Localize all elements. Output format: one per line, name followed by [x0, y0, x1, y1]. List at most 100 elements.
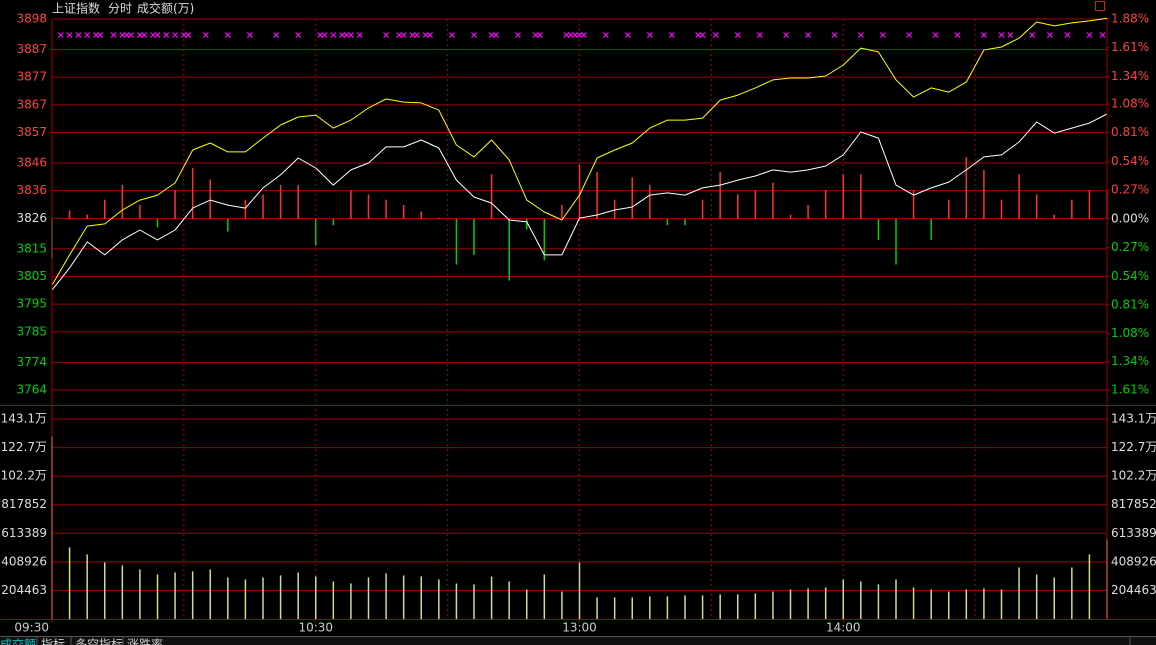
volume-bar: [244, 579, 247, 619]
indicator-bar: [895, 218, 897, 265]
indicator-bar: [719, 172, 721, 219]
signal-marker: [295, 32, 302, 38]
volume-bar: [948, 591, 950, 619]
volume-bar: [297, 572, 299, 619]
y-tick-label: 3795: [16, 297, 47, 311]
indicator-bar: [86, 214, 88, 219]
signal-marker: [400, 32, 407, 38]
signal-marker: [488, 32, 495, 38]
volume-bar: [1035, 574, 1038, 619]
signal-marker: [1099, 32, 1106, 38]
volume-bar: [139, 569, 141, 619]
price-line: [51, 17, 1108, 286]
x-tick-label: 10:30: [298, 621, 333, 635]
signal-marker: [409, 32, 416, 38]
signal-marker: [154, 32, 161, 38]
indicator-bar: [332, 218, 335, 226]
volume-bar: [543, 574, 546, 619]
indicator-bar: [244, 199, 247, 219]
indicator-bar: [490, 174, 493, 219]
indicator-bar: [772, 182, 774, 219]
y2-tick-label: 1.61%: [1111, 383, 1149, 397]
signal-marker: [1029, 32, 1036, 38]
volume-bar: [420, 576, 422, 619]
window-icon[interactable]: [1095, 1, 1105, 11]
signal-marker: [471, 32, 477, 38]
indicator-bar: [613, 199, 616, 219]
volume-bar: [1088, 554, 1091, 619]
volume-bar: [315, 576, 317, 619]
signal-marker: [734, 32, 741, 38]
indicator-bar: [473, 218, 475, 255]
volume-bar: [754, 593, 757, 619]
indicator-bar: [649, 184, 651, 219]
indicator-bar: [227, 218, 229, 232]
y-tick-label: 3846: [16, 155, 47, 169]
signal-marker: [136, 32, 143, 38]
volume-bar: [262, 577, 264, 619]
indicator-bar: [139, 205, 141, 219]
indicator-bar: [948, 199, 950, 219]
tab[interactable]: 成交额: [0, 637, 36, 645]
volume-bar: [455, 583, 458, 619]
signal-marker: [954, 32, 961, 38]
tab[interactable]: 多空指标: [75, 637, 123, 645]
volume-bar: [156, 574, 159, 619]
y2-tick-label: 143.1万: [1111, 412, 1156, 426]
y-tick-label: 408926: [1, 554, 47, 568]
volume-bar: [350, 583, 352, 619]
tab-bar: [0, 636, 1156, 645]
signal-marker: [383, 32, 390, 38]
signal-marker: [712, 32, 719, 38]
volume-bar: [1018, 567, 1020, 619]
signal-marker: [515, 32, 521, 38]
signal-marker: [624, 32, 631, 38]
volume-bar: [402, 575, 405, 619]
y2-tick-label: 408926: [1111, 554, 1156, 568]
indicator-bar: [402, 205, 405, 219]
tab[interactable]: 指标: [41, 637, 65, 645]
y-tick-label: 3857: [16, 125, 47, 139]
signal-marker: [321, 32, 328, 38]
volume-bar: [1000, 589, 1003, 619]
indicator-bar: [1053, 214, 1055, 219]
volume-bar: [438, 579, 440, 619]
y-tick-label: 3785: [16, 324, 47, 338]
y2-tick-label: 0.27%: [1111, 240, 1149, 254]
y-tick-label: 3805: [16, 269, 47, 283]
tab[interactable]: 涨跌率: [127, 637, 163, 645]
y-tick-label: 613389: [1, 526, 47, 540]
y-tick-label: 122.7万: [1, 440, 47, 454]
indicator-bar: [807, 205, 809, 219]
y2-tick-label: 1.08%: [1111, 97, 1149, 111]
volume-bar: [578, 562, 581, 619]
y2-tick-label: 0.54%: [1111, 154, 1149, 168]
signal-marker: [246, 32, 253, 38]
volume-bar: [772, 591, 774, 619]
signal-marker: [906, 32, 913, 38]
volume-bar: [649, 596, 651, 619]
y2-tick-label: 0.81%: [1111, 297, 1149, 311]
y2-tick-label: 1.88%: [1111, 12, 1149, 26]
signal-marker: [831, 32, 838, 38]
signal-marker: [347, 32, 354, 38]
volume-bar: [807, 588, 809, 619]
price-line: [51, 113, 1108, 291]
indicator-bar: [508, 218, 510, 281]
volume-bar: [104, 562, 106, 619]
signal-marker: [449, 32, 455, 38]
signal-marker: [339, 32, 346, 38]
signal-marker: [93, 32, 99, 38]
indicator-bar: [912, 190, 915, 219]
volume-bar: [1071, 567, 1073, 619]
volume-bar: [789, 589, 792, 619]
indicator-bar: [1018, 174, 1020, 219]
indicator-bar: [420, 211, 422, 219]
indicator-bar: [279, 184, 282, 219]
volume-bar: [737, 594, 739, 619]
indicator-bar: [385, 199, 387, 219]
signal-marker: [576, 32, 583, 38]
y-tick-label: 143.1万: [1, 412, 47, 426]
